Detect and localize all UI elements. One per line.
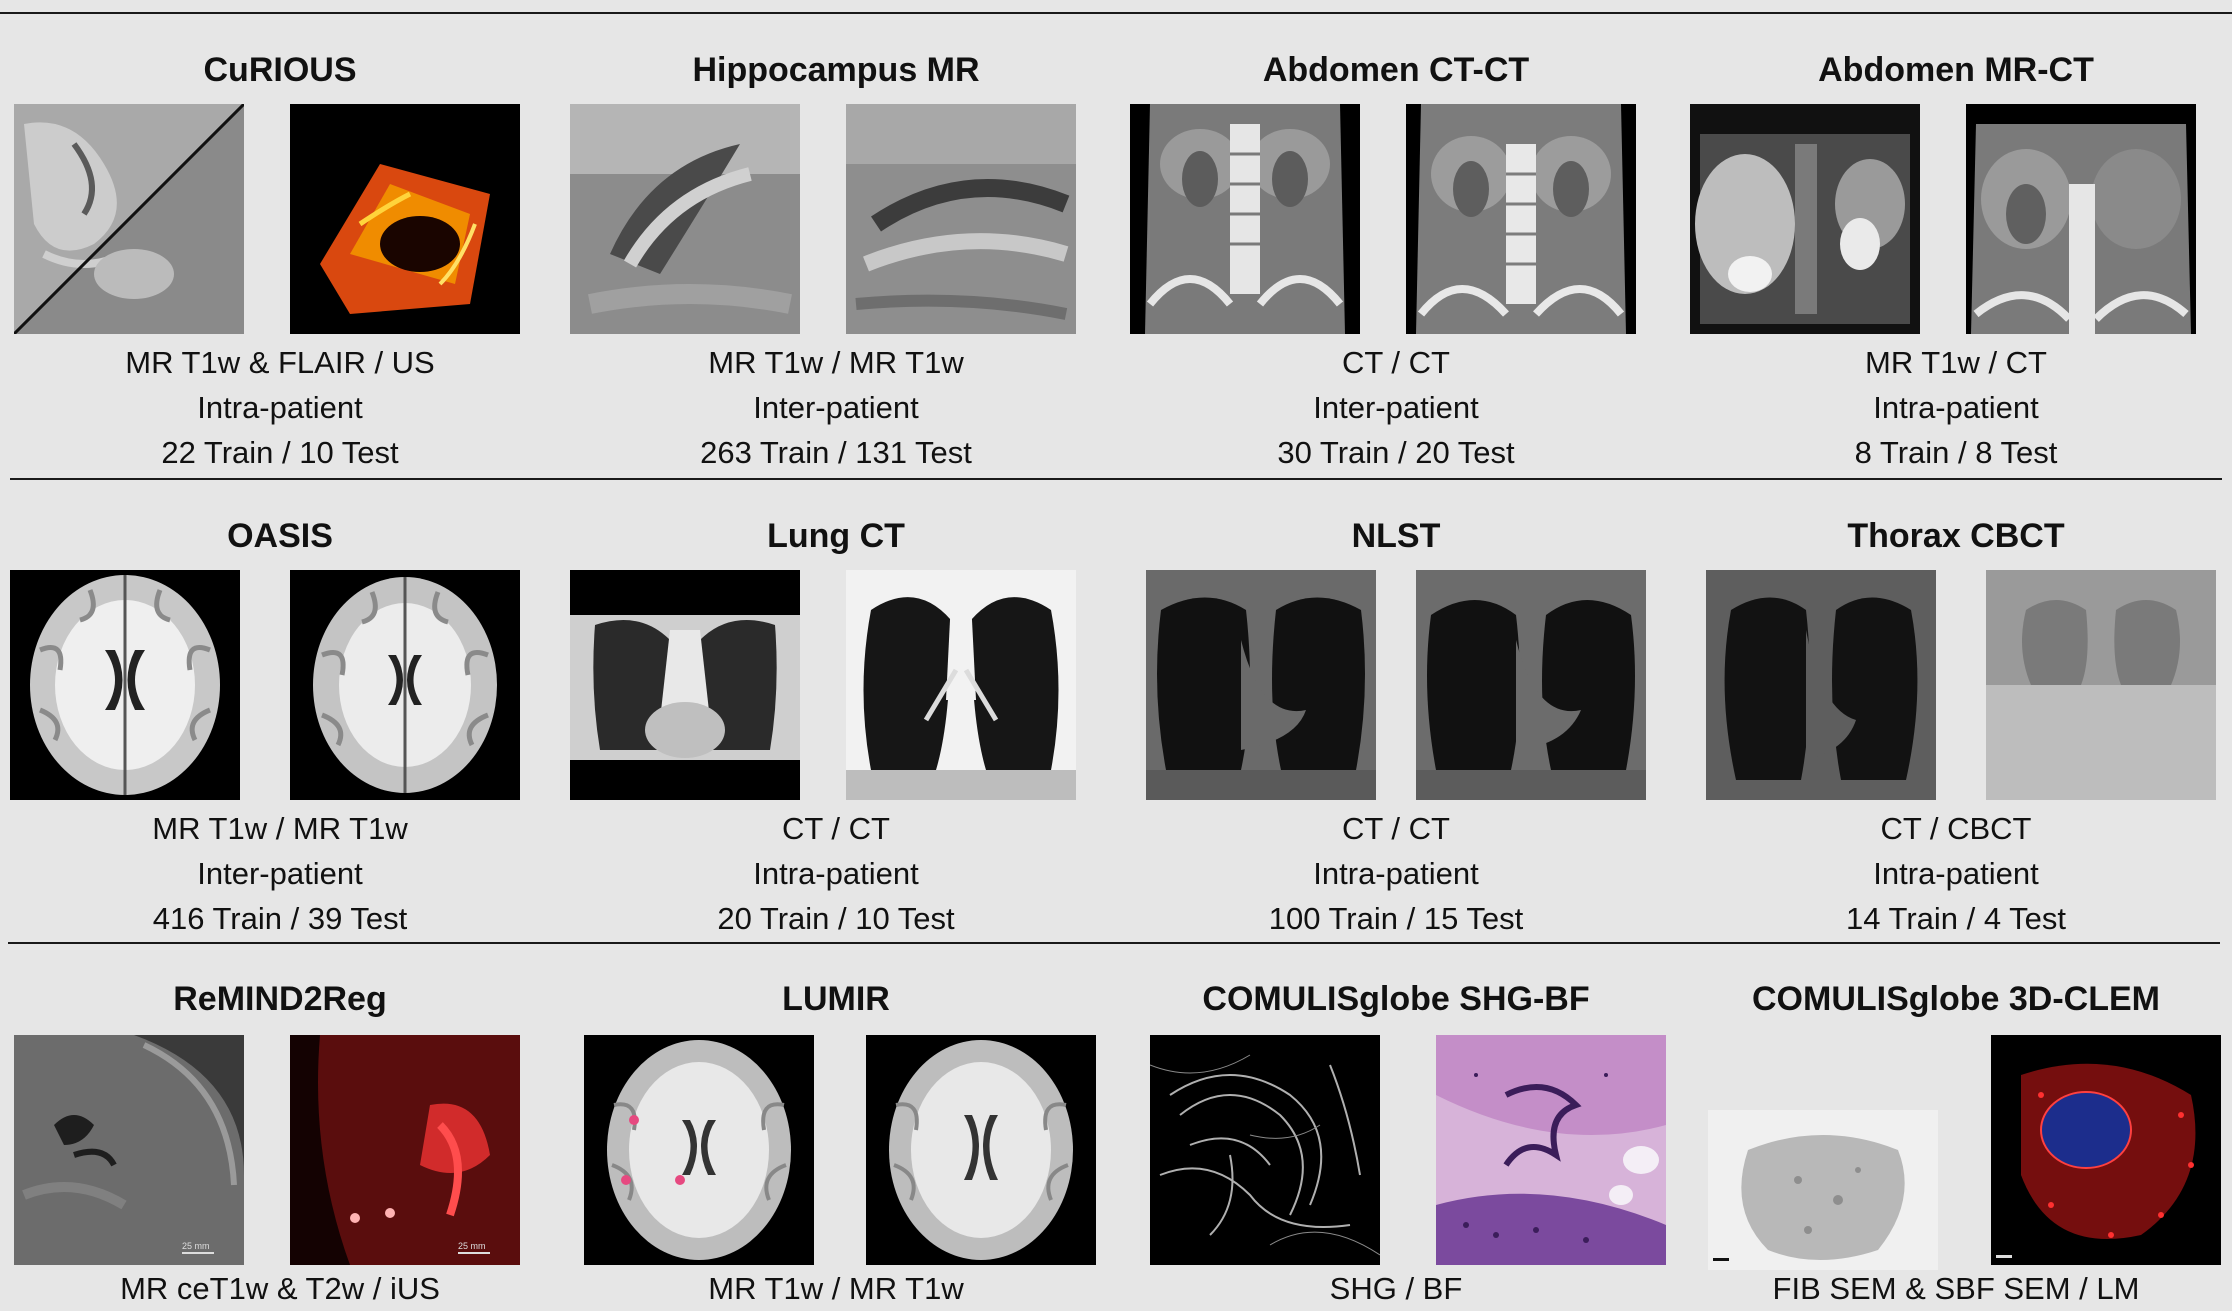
brain-mri-slice-image bbox=[14, 104, 244, 334]
scale-bar-label: 25 mm bbox=[182, 1241, 210, 1251]
brain-axial-mri-image bbox=[290, 570, 520, 800]
row-divider-2 bbox=[8, 942, 2220, 944]
dataset-info: CT / CT Intra-patient 20 Train / 10 Test bbox=[556, 806, 1116, 941]
dataset-title: Abdomen CT-CT bbox=[1262, 51, 1530, 89]
brain-mri-slice-image: 25 mm bbox=[14, 1035, 244, 1265]
dataset-info: MR T1w / MR T1w Inter-patient 263 Train … bbox=[556, 340, 1116, 475]
dataset-split: 8 Train / 8 Test bbox=[1854, 435, 2058, 470]
dataset-title: LUMIR bbox=[782, 980, 890, 1018]
dataset-info: FIB SEM & SBF SEM / LM bbox=[1676, 1266, 2232, 1311]
dataset-modality: CT / CBCT bbox=[1880, 811, 2032, 846]
dataset-info: CT / CT Intra-patient 100 Train / 15 Tes… bbox=[1116, 806, 1676, 941]
dataset-split: 22 Train / 10 Test bbox=[161, 435, 399, 470]
dataset-pairing: Intra-patient bbox=[197, 390, 363, 425]
ultrasound-volume-image bbox=[290, 104, 520, 334]
hippocampus-mri-image bbox=[846, 104, 1076, 334]
dataset-split: 100 Train / 15 Test bbox=[1268, 901, 1524, 936]
dataset-title: Abdomen MR-CT bbox=[1818, 51, 2094, 89]
dataset-split: 20 Train / 10 Test bbox=[717, 901, 955, 936]
top-rule bbox=[0, 12, 2232, 14]
dataset-title: Lung CT bbox=[767, 517, 905, 555]
dataset-title: NLST bbox=[1351, 517, 1441, 555]
dataset-info: CT / CBCT Intra-patient 14 Train / 4 Tes… bbox=[1676, 806, 2232, 941]
brightfield-histology-image bbox=[1436, 1035, 1666, 1265]
dataset-split: 416 Train / 39 Test bbox=[152, 901, 408, 936]
dataset-modality: MR T1w & FLAIR / US bbox=[125, 345, 435, 380]
dataset-modality: MR T1w / MR T1w bbox=[708, 345, 964, 380]
lung-ct-image bbox=[570, 570, 800, 800]
dataset-title: COMULISglobe 3D-CLEM bbox=[1752, 980, 2160, 1018]
dataset-pairing: Intra-patient bbox=[1873, 390, 2039, 425]
dataset-title: ReMIND2Reg bbox=[173, 980, 387, 1018]
dataset-title: Hippocampus MR bbox=[692, 51, 980, 89]
lung-ct-image bbox=[1146, 570, 1376, 800]
dataset-title: CuRIOUS bbox=[203, 51, 357, 89]
dataset-info: MR T1w / MR T1w Inter-patient 416 Train … bbox=[0, 806, 560, 941]
abdomen-ct-image bbox=[1406, 104, 1636, 334]
ultrasound-red-image: 25 mm bbox=[290, 1035, 520, 1265]
dataset-info: MR ceT1w & T2w / iUS bbox=[0, 1266, 560, 1311]
fluorescence-cell-image bbox=[1991, 1035, 2221, 1265]
dataset-modality: MR T1w / MR T1w bbox=[708, 1271, 964, 1306]
dataset-modality: MR T1w / MR T1w bbox=[152, 811, 408, 846]
abdomen-ct-image bbox=[1966, 104, 2196, 334]
abdomen-ct-image bbox=[1130, 104, 1360, 334]
dataset-pairing: Intra-patient bbox=[753, 856, 919, 891]
dataset-info: MR T1w & FLAIR / US Intra-patient 22 Tra… bbox=[0, 340, 560, 475]
dataset-split: 30 Train / 20 Test bbox=[1277, 435, 1515, 470]
lung-ct-image bbox=[1706, 570, 1936, 800]
dataset-split: 263 Train / 131 Test bbox=[700, 435, 972, 470]
abdomen-mr-image bbox=[1690, 104, 1920, 334]
dataset-info: MR T1w / MR T1w bbox=[556, 1266, 1116, 1311]
brain-axial-mri-image bbox=[10, 570, 240, 800]
dataset-modality: CT / CT bbox=[1342, 345, 1450, 380]
dataset-title: Thorax CBCT bbox=[1847, 517, 2065, 555]
dataset-modality: MR ceT1w & T2w / iUS bbox=[120, 1271, 440, 1306]
dataset-modality: CT / CT bbox=[1342, 811, 1450, 846]
lung-cbct-image bbox=[1986, 570, 2216, 800]
dataset-info: SHG / BF bbox=[1116, 1266, 1676, 1311]
dataset-modality: MR T1w / CT bbox=[1865, 345, 2047, 380]
lung-ct-image bbox=[1416, 570, 1646, 800]
lung-ct-image bbox=[846, 570, 1076, 800]
electron-microscopy-image bbox=[1708, 1110, 1938, 1270]
dataset-modality: SHG / BF bbox=[1329, 1271, 1463, 1306]
dataset-info: CT / CT Inter-patient 30 Train / 20 Test bbox=[1116, 340, 1676, 475]
hippocampus-mri-image bbox=[570, 104, 800, 334]
dataset-pairing: Inter-patient bbox=[753, 390, 919, 425]
dataset-pairing: Intra-patient bbox=[1313, 856, 1479, 891]
dataset-info: MR T1w / CT Intra-patient 8 Train / 8 Te… bbox=[1676, 340, 2232, 475]
scale-bar-label: 25 mm bbox=[458, 1241, 486, 1251]
dataset-title: COMULISglobe SHG-BF bbox=[1202, 980, 1590, 1018]
dataset-pairing: Intra-patient bbox=[1873, 856, 2039, 891]
row-divider-1 bbox=[10, 478, 2222, 480]
brain-axial-mri-image bbox=[866, 1035, 1096, 1265]
shg-microscopy-image bbox=[1150, 1035, 1380, 1265]
brain-axial-mri-image bbox=[584, 1035, 814, 1265]
dataset-modality: CT / CT bbox=[782, 811, 890, 846]
dataset-title: OASIS bbox=[227, 517, 333, 555]
dataset-modality: FIB SEM & SBF SEM / LM bbox=[1772, 1271, 2140, 1306]
dataset-pairing: Inter-patient bbox=[1313, 390, 1479, 425]
dataset-split: 14 Train / 4 Test bbox=[1846, 901, 2066, 936]
dataset-pairing: Inter-patient bbox=[197, 856, 363, 891]
